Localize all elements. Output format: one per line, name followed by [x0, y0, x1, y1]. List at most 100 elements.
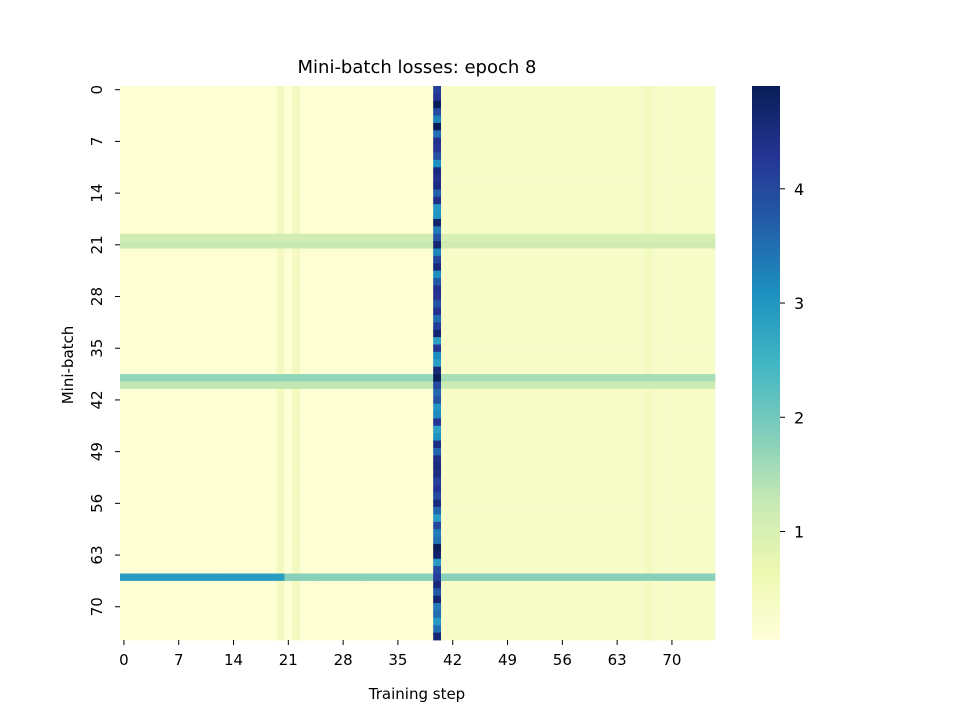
heatmap-cell — [143, 226, 152, 235]
heatmap-cell — [174, 381, 184, 390]
heatmap-cell — [707, 514, 716, 523]
heatmap-cell — [284, 551, 293, 560]
heatmap-cell — [511, 566, 520, 574]
heatmap-cell — [440, 196, 450, 205]
heatmap-cell — [542, 167, 551, 176]
heatmap-cell — [323, 433, 332, 441]
heatmap-cell — [683, 204, 692, 212]
heatmap-cell — [198, 484, 207, 493]
heatmap-cell — [315, 433, 324, 441]
heatmap-cell — [253, 300, 262, 308]
heatmap-cell — [190, 233, 199, 242]
heatmap-cell — [253, 307, 262, 316]
heatmap-cell — [464, 566, 473, 574]
heatmap-cell — [229, 366, 238, 375]
heatmap-cell — [558, 86, 567, 94]
heatmap-cell — [644, 484, 653, 493]
heatmap-cell — [495, 108, 505, 116]
heatmap-cell — [315, 359, 324, 368]
heatmap-cell — [683, 499, 692, 508]
heatmap-cell — [675, 204, 685, 212]
heatmap-cell — [331, 514, 340, 523]
heatmap-cell — [519, 263, 528, 272]
heatmap-cell — [120, 462, 129, 471]
heatmap-cell — [699, 285, 708, 294]
heatmap-cell — [440, 159, 450, 168]
heatmap-cell — [159, 218, 168, 227]
heatmap-cell — [550, 86, 559, 94]
heatmap-cell — [354, 307, 364, 316]
heatmap-cell — [394, 196, 403, 205]
heatmap-cell — [550, 233, 559, 242]
heatmap-cell — [440, 337, 450, 345]
heatmap-cell — [182, 152, 191, 161]
heatmap-cell — [597, 366, 606, 375]
heatmap-cell — [566, 263, 575, 272]
heatmap-cell — [151, 86, 160, 94]
heatmap-cell — [628, 241, 638, 249]
heatmap-cell — [331, 300, 340, 308]
heatmap-cell — [339, 322, 348, 331]
heatmap-cell — [668, 411, 677, 419]
heatmap-cell — [433, 455, 442, 464]
heatmap-cell — [206, 100, 215, 109]
heatmap-cell — [182, 241, 191, 249]
heatmap-cell — [550, 248, 559, 257]
heatmap-cell — [370, 374, 379, 382]
heatmap-cell — [519, 314, 528, 323]
heatmap-cell — [260, 566, 270, 574]
heatmap-cell — [683, 381, 692, 390]
heatmap-cell — [480, 137, 489, 146]
heatmap-cell — [480, 189, 489, 198]
heatmap-cell — [315, 492, 324, 501]
heatmap-cell — [464, 551, 473, 560]
heatmap-cell — [652, 455, 661, 464]
heatmap-cell — [198, 440, 207, 449]
heatmap-cell — [260, 263, 270, 272]
heatmap-cell — [425, 411, 434, 419]
heatmap-cell — [433, 507, 442, 515]
heatmap-cell — [268, 447, 277, 456]
heatmap-cell — [151, 477, 160, 486]
heatmap-cell — [660, 514, 669, 523]
heatmap-cell — [315, 263, 324, 272]
heatmap-cell — [409, 159, 418, 168]
heatmap-cell — [307, 137, 317, 146]
heatmap-cell — [182, 174, 191, 183]
heatmap-cell — [613, 307, 622, 316]
heatmap-cell — [534, 411, 544, 419]
heatmap-cell — [652, 241, 661, 249]
heatmap-cell — [292, 255, 301, 264]
heatmap-cell — [229, 514, 238, 523]
heatmap-cell — [558, 241, 567, 249]
heatmap-cell — [668, 182, 677, 190]
heatmap-cell — [644, 86, 653, 94]
heatmap-cell — [574, 285, 583, 294]
heatmap-cell — [323, 477, 332, 486]
heatmap-cell — [135, 285, 144, 294]
heatmap-cell — [558, 174, 567, 183]
heatmap-cell — [605, 233, 614, 242]
heatmap-cell — [487, 255, 497, 264]
heatmap-cell — [550, 344, 559, 353]
heatmap-cell — [574, 521, 583, 530]
heatmap-cell — [472, 455, 481, 464]
heatmap-cell — [605, 226, 614, 235]
heatmap-cell — [135, 359, 144, 368]
heatmap-cell — [401, 351, 411, 360]
heatmap-cell — [182, 411, 191, 419]
heatmap-cell — [229, 292, 238, 301]
heatmap-cell — [417, 241, 426, 249]
heatmap-cell — [276, 292, 285, 301]
heatmap-cell — [292, 337, 301, 345]
heatmap-cell — [401, 292, 411, 301]
heatmap-cell — [339, 425, 348, 434]
heatmap-cell — [190, 462, 199, 471]
heatmap-cell — [331, 507, 340, 515]
heatmap-cell — [182, 322, 191, 331]
heatmap-cell — [621, 248, 630, 257]
heatmap-cell — [566, 145, 575, 153]
heatmap-cell — [237, 204, 246, 212]
heatmap-cell — [613, 263, 622, 272]
heatmap-cell — [221, 322, 231, 331]
